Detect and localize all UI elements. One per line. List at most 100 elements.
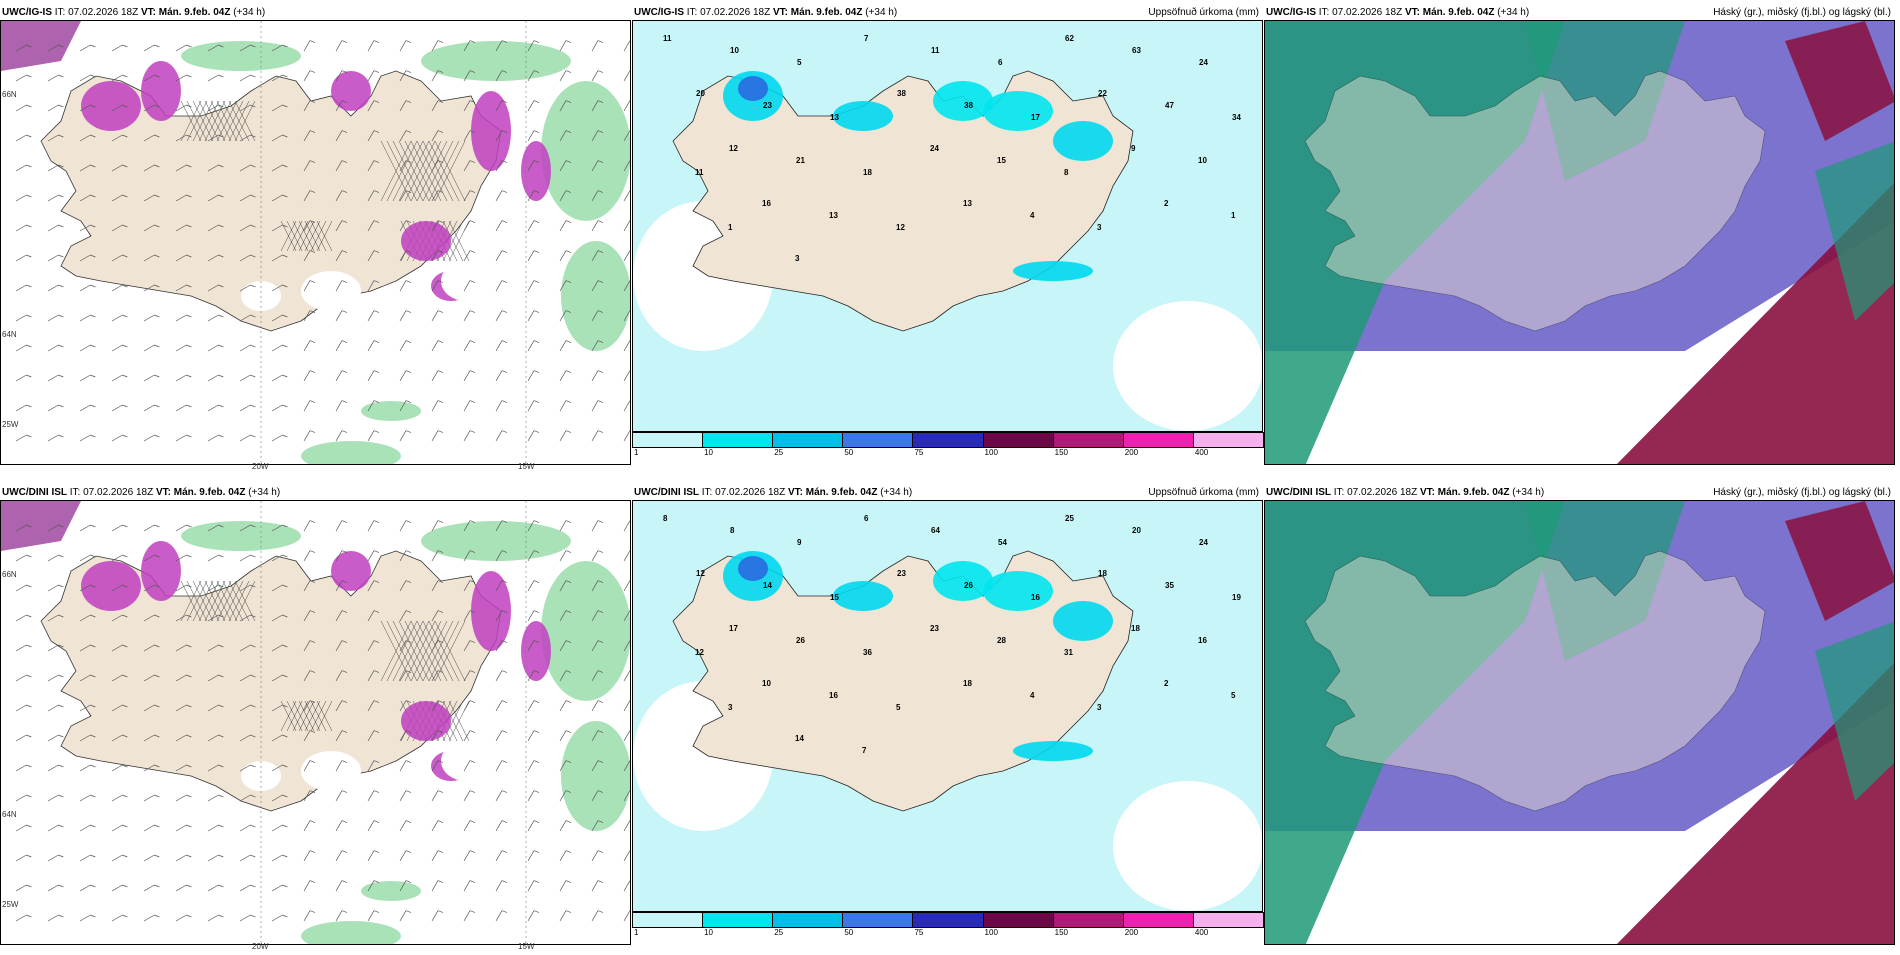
colorbar-tick: 10 xyxy=(704,448,714,457)
precip-value-label: 20 xyxy=(696,89,705,98)
precip-value-label: 10 xyxy=(762,679,771,688)
precip-value-label: 38 xyxy=(964,101,973,110)
precip-value-label: 5 xyxy=(797,58,802,67)
precip-value-label: 16 xyxy=(1031,593,1040,602)
map-panel-4: UWC/DINI ISL IT: 07.02.2026 18Z VT: Mán.… xyxy=(0,480,631,955)
colorbar-tick: 150 xyxy=(1054,928,1069,937)
colorbar-segment xyxy=(842,432,914,448)
colorbar-segment xyxy=(632,432,704,448)
lead-time: (+34 h) xyxy=(1497,7,1530,18)
map-canvas xyxy=(1265,21,1894,464)
precip-colorbar: 1 10 25 50 75 100 150 200 400 xyxy=(632,912,1264,940)
precip-value-label: 11 xyxy=(931,46,940,55)
valid-time: VT: Mán. 9.feb. 04Z xyxy=(155,487,246,498)
precip-value-label: 35 xyxy=(1165,581,1174,590)
init-time: IT: 07.02.2026 18Z xyxy=(701,487,786,498)
precip-value-label: 6 xyxy=(998,58,1003,67)
lead-time: (+34 h) xyxy=(1512,487,1545,498)
model-name: UWC/DINI ISL xyxy=(634,487,699,498)
precip-value-label: 34 xyxy=(1232,113,1241,122)
precip-value-label: 9 xyxy=(797,538,802,547)
iceland-landmass xyxy=(1304,550,1766,812)
precip-value-label: 6 xyxy=(864,514,869,523)
precip-areas xyxy=(723,551,1113,761)
precip-value-label: 4 xyxy=(1030,691,1035,700)
panel-title: UWC/DINI ISL IT: 07.02.2026 18Z VT: Mán.… xyxy=(1266,486,1544,500)
colorbar-tick: 75 xyxy=(914,928,924,937)
precip-value-label: 31 xyxy=(1064,648,1073,657)
precip-value-label: 5 xyxy=(896,703,901,712)
colorbar-segment xyxy=(1122,912,1194,928)
precip-value-label: 10 xyxy=(730,46,739,55)
colorbar-segment xyxy=(1052,432,1124,448)
precip-value-label: 7 xyxy=(864,34,869,43)
model-name: UWC/DINI ISL xyxy=(1266,487,1331,498)
precip-value-label: 16 xyxy=(829,691,838,700)
colorbar-segment xyxy=(702,432,774,448)
colorbar-segment xyxy=(982,912,1054,928)
colorbar-tick: 50 xyxy=(844,448,854,457)
colorbar-tick: 100 xyxy=(984,448,998,457)
colorbar-segment xyxy=(1122,432,1194,448)
map-canvas xyxy=(1265,501,1894,944)
precip-value-label: 8 xyxy=(730,526,735,535)
field-description: Uppsöfnuð úrkoma (mm) xyxy=(1148,487,1259,498)
precip-labels: 8896645425202412141523261618351917263623… xyxy=(663,514,1241,755)
map-panel-6: UWC/DINI ISL IT: 07.02.2026 18Z VT: Mán.… xyxy=(1264,480,1895,955)
field-description: Uppsöfnuð úrkoma (mm) xyxy=(1148,7,1259,18)
colorbar-segment xyxy=(632,912,704,928)
precip-value-label: 12 xyxy=(729,144,738,153)
valid-time: VT: Mán. 9.feb. 04Z xyxy=(1419,487,1510,498)
cloud-layers xyxy=(1265,21,1894,464)
colorbar-tick: 25 xyxy=(774,448,784,457)
graticule-label: 64N xyxy=(2,330,17,339)
graticule-label: 64N xyxy=(2,810,17,819)
colorbar-segment xyxy=(912,432,984,448)
cloud-layers xyxy=(1265,501,1894,944)
panel-header: UWC/DINI ISL IT: 07.02.2026 18Z VT: Mán.… xyxy=(632,480,1263,500)
precip-colorbar: 1 10 25 50 75 100 150 200 400 xyxy=(632,432,1264,460)
precip-value-label: 22 xyxy=(1098,89,1107,98)
panel-title: UWC/DINI ISL IT: 07.02.2026 18Z VT: Mán.… xyxy=(2,486,280,500)
precip-value-label: 8 xyxy=(1064,168,1069,177)
colorbar-segment xyxy=(772,432,844,448)
precip-value-label: 21 xyxy=(796,156,805,165)
iceland-landmass xyxy=(1304,70,1766,332)
lead-time: (+34 h) xyxy=(248,487,281,498)
precip-value-label: 15 xyxy=(830,593,839,602)
init-time: IT: 07.02.2026 18Z xyxy=(686,7,771,18)
precip-value-label: 38 xyxy=(897,89,906,98)
precip-value-label: 14 xyxy=(795,734,804,743)
precip-areas xyxy=(723,71,1113,281)
map-panel-3: UWC/IG-IS IT: 07.02.2026 18Z VT: Mán. 9.… xyxy=(1264,0,1895,475)
precip-value-label: 2 xyxy=(1164,679,1169,688)
colorbar-tick: 100 xyxy=(984,928,998,937)
precip-value-label: 11 xyxy=(663,34,672,43)
sea-precip-areas xyxy=(181,41,630,464)
graticule-label: 20W xyxy=(252,462,269,471)
panel-header: UWC/IG-IS IT: 07.02.2026 18Z VT: Mán. 9.… xyxy=(632,0,1263,20)
panel-header: UWC/DINI ISL IT: 07.02.2026 18Z VT: Mán.… xyxy=(0,480,631,500)
precip-value-label: 13 xyxy=(830,113,839,122)
model-name: UWC/IG-IS xyxy=(634,7,684,18)
init-time: IT: 07.02.2026 18Z xyxy=(1333,487,1418,498)
precip-value-label: 20 xyxy=(1132,526,1141,535)
panel-header: UWC/IG-IS IT: 07.02.2026 18Z VT: Mán. 9.… xyxy=(1264,0,1895,20)
graticule-label: 66N xyxy=(2,90,17,99)
panel-title: UWC/IG-IS IT: 07.02.2026 18Z VT: Mán. 9.… xyxy=(2,6,265,20)
colorbar-tick: 400 xyxy=(1194,448,1209,457)
wind-barbs xyxy=(15,40,630,442)
precip-value-label: 18 xyxy=(963,679,972,688)
colorbar-segment xyxy=(842,912,914,928)
precip-value-label: 23 xyxy=(930,624,939,633)
hatched-areas xyxy=(180,100,470,262)
colorbar-tick: 150 xyxy=(1054,448,1069,457)
colorbar-tick: 25 xyxy=(774,928,784,937)
model-name: UWC/IG-IS xyxy=(2,7,52,18)
precip-value-label: 19 xyxy=(1232,593,1241,602)
iceland-landmass xyxy=(672,70,1134,332)
precip-value-label: 28 xyxy=(997,636,1006,645)
precip-value-label: 3 xyxy=(1097,703,1102,712)
precip-value-label: 36 xyxy=(863,648,872,657)
precip-value-label: 11 xyxy=(695,168,704,177)
